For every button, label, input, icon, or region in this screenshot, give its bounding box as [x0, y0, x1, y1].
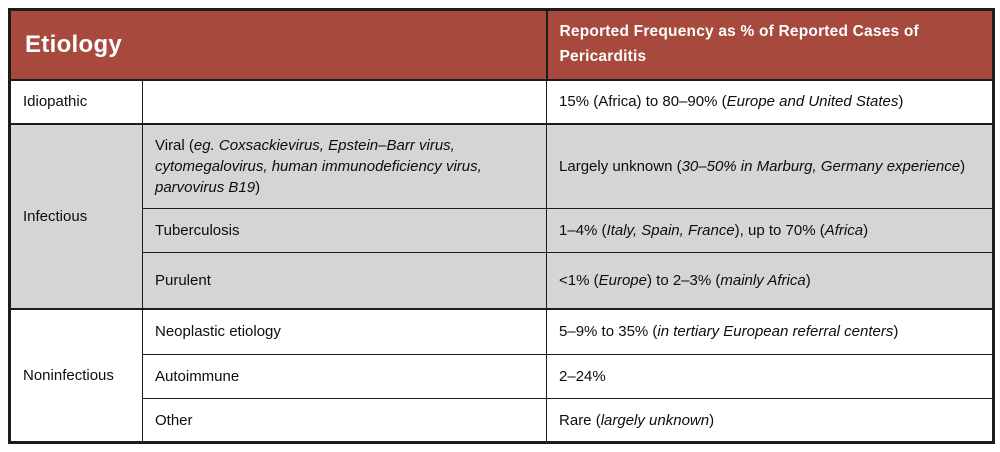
cell-infectious-label: Infectious	[9, 123, 143, 310]
pericarditis-etiology-table: Etiology Reported Frequency as % of Repo…	[8, 8, 996, 444]
row-idiopathic: Idiopathic 15% (Africa) to 80–90% (Europ…	[9, 79, 995, 125]
cell-autoimmune-frequency: 2–24%	[546, 353, 995, 400]
row-infectious-purulent: Purulent <1% (Europe) to 2–3% (mainly Af…	[10, 252, 995, 310]
table-header-row: Etiology Reported Frequency as % of Repo…	[8, 9, 995, 81]
cell-viral-subtype: Viral (eg. Coxsackievirus, Epstein–Barr …	[141, 123, 548, 209]
row-infectious-tuberculosis: Tuberculosis 1–4% (Italy, Spain, France)…	[10, 207, 995, 254]
frequency-column-header: Reported Frequency as % of Reported Case…	[546, 9, 995, 81]
cell-other-frequency: Rare (largely unknown)	[546, 398, 995, 443]
cell-other-subtype: Other	[141, 398, 548, 443]
row-noninfectious-neoplastic: Noninfectious Neoplastic etiology 5–9% t…	[9, 307, 995, 443]
cell-viral-frequency: Largely unknown (30–50% in Marburg, Germ…	[546, 123, 995, 209]
cell-idiopathic-subtype-empty	[141, 79, 548, 125]
cell-noninfectious-label: Noninfectious	[9, 307, 143, 443]
cell-neoplastic-frequency: 5–9% to 35% (in tertiary European referr…	[546, 307, 995, 355]
row-noninfectious-autoimmune: Autoimmune 2–24%	[10, 353, 995, 400]
cell-purulent-frequency: <1% (Europe) to 2–3% (mainly Africa)	[546, 252, 995, 310]
cell-purulent-subtype: Purulent	[141, 252, 548, 310]
cell-idiopathic-label: Idiopathic	[9, 79, 143, 125]
cell-neoplastic-subtype: Neoplastic etiology	[141, 307, 548, 355]
cell-tuberculosis-frequency: 1–4% (Italy, Spain, France), up to 70% (…	[546, 207, 995, 254]
row-noninfectious-other: Other Rare (largely unknown)	[10, 398, 995, 443]
cell-idiopathic-frequency: 15% (Africa) to 80–90% (Europe and Unite…	[546, 79, 995, 125]
etiology-column-header: Etiology	[8, 9, 548, 81]
cell-tuberculosis-subtype: Tuberculosis	[141, 207, 548, 254]
cell-autoimmune-subtype: Autoimmune	[141, 353, 548, 400]
row-infectious-viral: Infectious Viral (eg. Coxsackievirus, Ep…	[9, 123, 995, 310]
